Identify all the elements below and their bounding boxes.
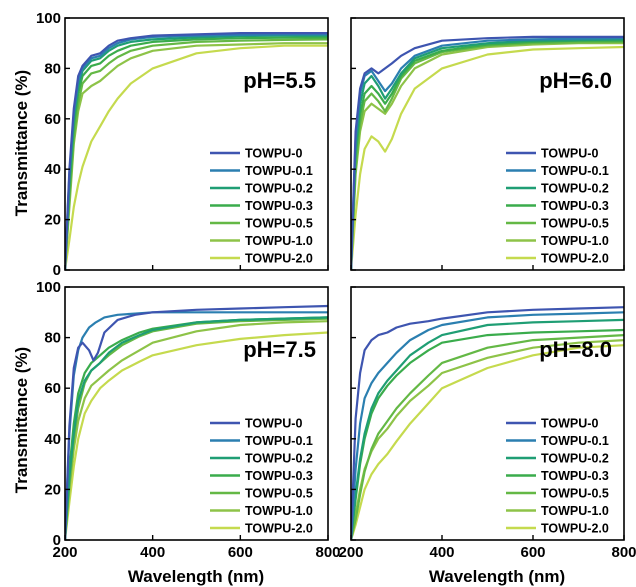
series-line-towpu-0 bbox=[351, 35, 624, 270]
plot-frame bbox=[64, 17, 329, 271]
series-line-towpu-0-3 bbox=[351, 39, 624, 270]
legend-label: TOWPU-2.0 bbox=[245, 522, 313, 536]
y-tick-label: 80 bbox=[44, 330, 61, 347]
series-group bbox=[351, 35, 624, 270]
legend: TOWPU-0 TOWPU-0.1 TOWPU-0.2 TOWPU-0.3 TOWPU-… bbox=[210, 417, 313, 536]
y-axis-label-bottom: Transmittance (%) bbox=[12, 347, 31, 493]
legend-label: TOWPU-0.5 bbox=[245, 217, 313, 231]
legend-label: TOWPU-0 bbox=[541, 147, 598, 161]
series-group bbox=[65, 304, 328, 540]
legend: TOWPU-0 TOWPU-0.1 TOWPU-0.2 TOWPU-0.3 TOWPU-… bbox=[506, 417, 609, 536]
legend: TOWPU-0 TOWPU-0.1 TOWPU-0.2 TOWPU-0.3 TOWPU-… bbox=[506, 147, 609, 266]
legend-label: TOWPU-0.1 bbox=[541, 164, 609, 178]
legend-label: TOWPU-2.0 bbox=[541, 522, 609, 536]
legend-label: TOWPU-0.3 bbox=[541, 199, 609, 213]
panel-title: pH=6.0 bbox=[539, 68, 612, 93]
x-axis-label-left: Wavelength (nm) bbox=[128, 567, 264, 586]
series-line-towpu-1-0 bbox=[351, 42, 624, 270]
legend-label: TOWPU-0.5 bbox=[541, 487, 609, 501]
series-line-towpu-2-0 bbox=[65, 44, 328, 270]
legend-label: TOWPU-0.1 bbox=[245, 434, 313, 448]
legend-label: TOWPU-0.1 bbox=[245, 164, 313, 178]
y-tick-label: 60 bbox=[44, 380, 61, 397]
legend-label: TOWPU-2.0 bbox=[245, 252, 313, 266]
series-line-towpu-0-1 bbox=[351, 37, 624, 270]
series-line-towpu-0-1 bbox=[65, 311, 328, 540]
y-tick-label: 60 bbox=[44, 111, 61, 128]
x-tick-label: 200 bbox=[52, 544, 77, 561]
legend-label: TOWPU-1.0 bbox=[245, 234, 313, 248]
legend-label: TOWPU-0.1 bbox=[541, 434, 609, 448]
plot-frame bbox=[350, 17, 625, 271]
legend-label: TOWPU-0.2 bbox=[245, 452, 313, 466]
panels: 020406080100pH=5.5TOWPU-0TOWPU-0.1TOWPU-… bbox=[36, 10, 636, 561]
plot-frame bbox=[350, 286, 625, 541]
panel-1: 020406080100pH=5.5TOWPU-0TOWPU-0.1TOWPU-… bbox=[36, 10, 329, 279]
legend-label: TOWPU-0 bbox=[541, 417, 598, 431]
x-tick-label: 400 bbox=[140, 544, 165, 561]
series-line-towpu-0-5 bbox=[65, 38, 328, 270]
legend-label: TOWPU-1.0 bbox=[541, 234, 609, 248]
x-axis-label-right: Wavelength (nm) bbox=[429, 567, 565, 586]
y-tick-label: 0 bbox=[53, 262, 61, 279]
legend-label: TOWPU-0.3 bbox=[245, 199, 313, 213]
y-tick-label: 20 bbox=[44, 481, 61, 498]
legend-label: TOWPU-0 bbox=[245, 147, 302, 161]
series-line-towpu-0-2 bbox=[351, 38, 624, 270]
series-group bbox=[65, 32, 328, 270]
y-tick-label: 80 bbox=[44, 60, 61, 77]
series-line-towpu-0 bbox=[351, 306, 624, 540]
panel-title: pH=5.5 bbox=[243, 68, 316, 93]
legend-label: TOWPU-1.0 bbox=[541, 504, 609, 518]
legend: TOWPU-0 TOWPU-0.1 TOWPU-0.2 TOWPU-0.3 TOWPU-… bbox=[210, 147, 313, 266]
panel-title: pH=8.0 bbox=[539, 337, 612, 362]
legend-label: TOWPU-0.2 bbox=[541, 182, 609, 196]
series-line-towpu-0-5 bbox=[351, 40, 624, 270]
x-tick-label: 800 bbox=[611, 544, 636, 561]
y-tick-label: 0 bbox=[53, 532, 61, 549]
series-line-towpu-2-0 bbox=[351, 45, 624, 270]
series-line-towpu-2-0 bbox=[351, 344, 624, 540]
legend-label: TOWPU-1.0 bbox=[245, 504, 313, 518]
x-tick-label: 600 bbox=[520, 544, 545, 561]
x-tick-label: 200 bbox=[338, 544, 363, 561]
y-tick-label: 20 bbox=[44, 212, 61, 229]
series-line-towpu-0-2 bbox=[65, 316, 328, 540]
legend-label: TOWPU-0.5 bbox=[541, 217, 609, 231]
x-tick-label: 400 bbox=[429, 544, 454, 561]
legend-label: TOWPU-0.5 bbox=[245, 487, 313, 501]
panel-4: 200 400 600 800pH=8.0TOWPU-0TOWPU-0.1TOWPU-… bbox=[338, 286, 636, 561]
x-tick-label: 800 bbox=[315, 544, 340, 561]
series-line-towpu-0 bbox=[65, 32, 328, 270]
legend-label: TOWPU-0.2 bbox=[541, 452, 609, 466]
y-tick-label: 40 bbox=[44, 161, 61, 178]
series-line-towpu-1-0 bbox=[65, 320, 328, 540]
series-group bbox=[351, 306, 624, 540]
plot-frame bbox=[64, 286, 329, 541]
panel-title: pH=7.5 bbox=[243, 337, 316, 362]
y-axis-label-top: Transmittance (%) bbox=[12, 70, 31, 216]
panel-2: pH=6.0 TOWPU-0 TOWPU-0.1 TOWPU-0.2 TOWPU-0.3… bbox=[350, 17, 625, 271]
legend-label: TOWPU-0.3 bbox=[245, 469, 313, 483]
y-tick-label: 100 bbox=[36, 279, 61, 296]
legend-label: TOWPU-0.2 bbox=[245, 182, 313, 196]
legend-label: TOWPU-2.0 bbox=[541, 252, 609, 266]
legend-label: TOWPU-0 bbox=[245, 417, 302, 431]
series-line-towpu-0-1 bbox=[351, 311, 624, 540]
series-line-towpu-0-2 bbox=[351, 318, 624, 540]
y-tick-label: 100 bbox=[36, 10, 61, 27]
y-tick-label: 40 bbox=[44, 431, 61, 448]
series-line-towpu-0 bbox=[65, 304, 328, 540]
x-tick-label: 600 bbox=[228, 544, 253, 561]
legend-label: TOWPU-0.3 bbox=[541, 469, 609, 483]
series-line-towpu-2-0 bbox=[65, 331, 328, 540]
series-line-towpu-0-5 bbox=[351, 334, 624, 540]
